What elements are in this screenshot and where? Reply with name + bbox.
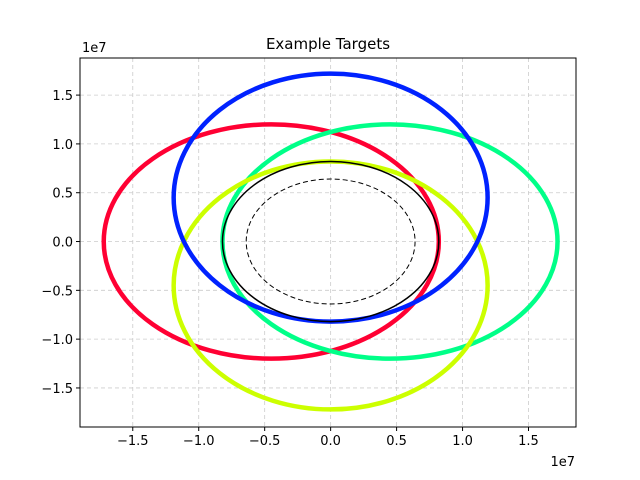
y-tick-label: 1.5 bbox=[52, 89, 73, 104]
x-tick-label: 1.5 bbox=[518, 434, 539, 449]
y-tick-label: −1.5 bbox=[41, 382, 73, 397]
target-ellipse-5 bbox=[221, 160, 440, 323]
grid bbox=[80, 58, 576, 427]
x-tick-label: 1.0 bbox=[452, 434, 473, 449]
series-group bbox=[101, 71, 560, 412]
x-tick-label: −0.5 bbox=[249, 434, 281, 449]
y-axis: −1.5 −1.0 −0.5 0.0 0.5 1.0 1.5 bbox=[41, 89, 80, 397]
x-axis: −1.5 −1.0 −0.5 0.0 0.5 1.0 1.5 bbox=[117, 427, 539, 449]
y-tick-label: 1.0 bbox=[52, 138, 73, 153]
x-offset-label: 1e7 bbox=[550, 455, 575, 470]
plot-frame bbox=[79, 57, 577, 428]
x-tick-label: −1.5 bbox=[117, 434, 149, 449]
y-tick-label: −0.5 bbox=[41, 284, 73, 299]
target-ellipse-6 bbox=[245, 178, 416, 305]
x-tick-label: 0.0 bbox=[320, 434, 341, 449]
y-offset-label: 1e7 bbox=[82, 41, 107, 56]
x-tick-label: 0.5 bbox=[386, 434, 407, 449]
x-tick-label: −1.0 bbox=[183, 434, 215, 449]
y-tick-label: 0.0 bbox=[52, 236, 73, 251]
chart-title: Example Targets bbox=[266, 35, 390, 53]
y-tick-label: −1.0 bbox=[41, 333, 73, 348]
y-tick-label: 0.5 bbox=[52, 187, 73, 202]
